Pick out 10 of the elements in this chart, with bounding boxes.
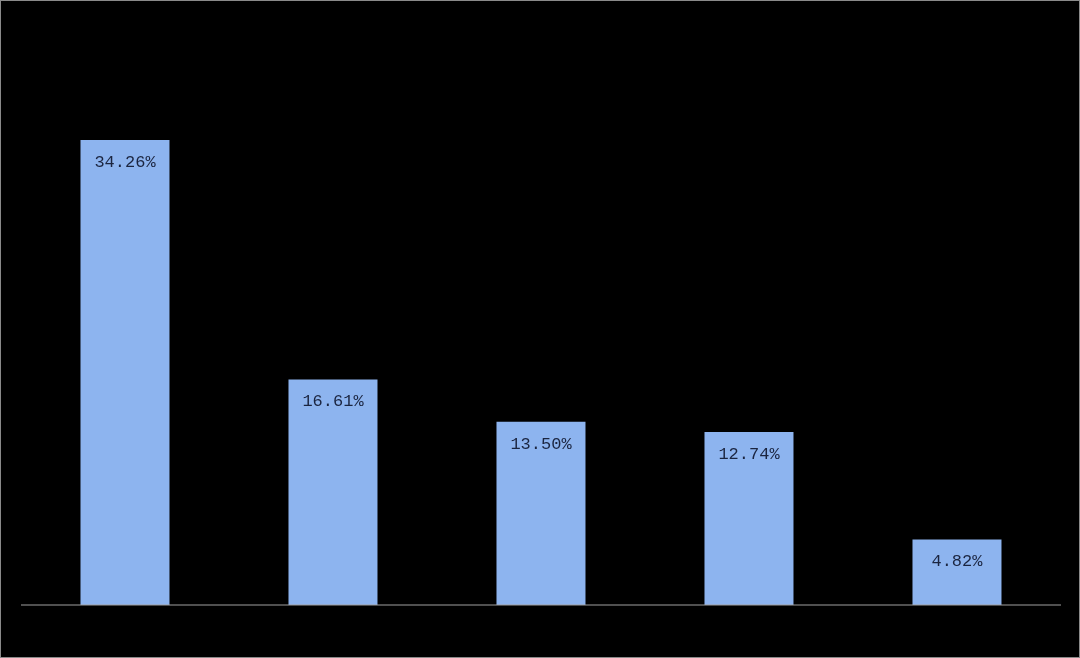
bar xyxy=(912,539,1002,605)
data-label: 12.74% xyxy=(718,444,781,464)
bar xyxy=(496,421,586,605)
bar xyxy=(704,432,794,605)
data-label: 16.61% xyxy=(302,392,365,412)
bar xyxy=(80,140,170,605)
data-label: 13.50% xyxy=(510,434,573,454)
data-label: 34.26% xyxy=(94,152,157,172)
data-label: 4.82% xyxy=(931,552,984,572)
bar xyxy=(288,379,378,605)
